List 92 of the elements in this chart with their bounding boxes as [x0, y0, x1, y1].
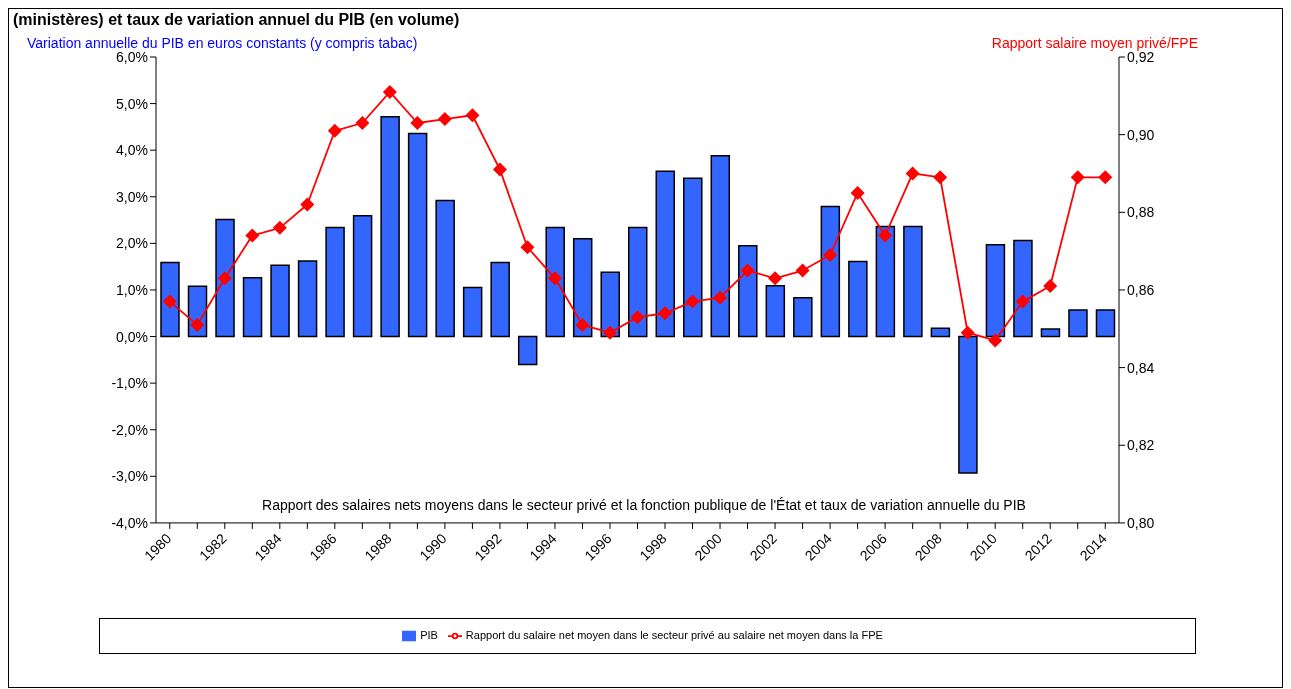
- bar: [627, 226, 648, 338]
- point: [437, 112, 452, 127]
- point: [355, 116, 370, 130]
- bar: [1068, 309, 1088, 338]
- point: [547, 271, 562, 286]
- point: [492, 162, 507, 177]
- y-tick-label: 4,0%: [116, 142, 148, 159]
- point: [878, 228, 893, 243]
- y-tick-label: 0,0%: [116, 328, 148, 345]
- point: [630, 310, 645, 325]
- bar: [848, 260, 868, 338]
- bar: [738, 244, 758, 338]
- point: [190, 317, 205, 332]
- bar: [985, 244, 1006, 338]
- y-axis-title: Variation annuelle du PIB en euros constants (y compris tabac): [27, 35, 418, 51]
- point: [162, 294, 177, 309]
- legend-label: PIB: [420, 628, 438, 641]
- y-tick-label: 2,0%: [116, 235, 148, 252]
- bar: [655, 170, 676, 338]
- y-tick-label: 5,0%: [116, 95, 148, 112]
- bar: [490, 261, 510, 338]
- bar: [903, 225, 923, 338]
- bar: [407, 132, 428, 338]
- bar: [435, 199, 455, 338]
- point: [905, 166, 920, 181]
- annotation: Rapport des salaires nets moyens dans le secteur privé et la fonction publique de l'État et taux de variation annuelle du PIB: [261, 497, 1027, 513]
- y2-tick-label: 0,88: [1127, 204, 1155, 221]
- bar: [793, 297, 813, 338]
- y-tick-label: -3,0%: [111, 468, 148, 485]
- point: [382, 84, 397, 99]
- y-tick-label: -4,0%: [111, 514, 148, 531]
- point: [217, 271, 232, 286]
- bar: [517, 335, 538, 366]
- y2-tick-label: 0,84: [1127, 359, 1155, 376]
- bar: [462, 286, 483, 338]
- y2-tick-label: 0,90: [1127, 126, 1155, 143]
- y-tick-label: 3,0%: [116, 188, 148, 205]
- point: [520, 240, 535, 255]
- point: [850, 185, 865, 200]
- bar: [958, 335, 978, 474]
- y2-axis-title: Rapport salaire moyen privé/FPE: [991, 35, 1198, 51]
- bar: [270, 264, 290, 338]
- bar: [930, 327, 951, 338]
- bar: [380, 115, 400, 338]
- point: [960, 325, 975, 340]
- point: [768, 271, 783, 286]
- point: [300, 197, 315, 212]
- point: [410, 116, 425, 130]
- point: [1070, 170, 1085, 185]
- point: [740, 263, 755, 278]
- bar: [875, 225, 896, 338]
- point: [685, 294, 700, 309]
- point: [795, 263, 810, 278]
- y2-tick-label: 0,82: [1127, 437, 1155, 454]
- bar: [1095, 309, 1116, 338]
- bar: [297, 260, 318, 338]
- y-tick-label: 6,0%: [116, 48, 148, 65]
- point: [272, 220, 287, 235]
- bar: [160, 261, 180, 338]
- y2-tick-label: 0,86: [1127, 281, 1155, 298]
- bar: [1013, 239, 1033, 338]
- point: [327, 123, 342, 138]
- bar: [1040, 328, 1061, 338]
- bar: [325, 226, 345, 338]
- point: [988, 333, 1003, 348]
- y2-tick-label: 0,80: [1127, 514, 1155, 531]
- point: [602, 325, 617, 340]
- bar: [765, 285, 786, 338]
- point: [245, 228, 260, 243]
- legend-label: Rapport du salaire net moyen dans le secteur privé au salaire net moyen dans la FPE: [465, 628, 883, 641]
- chart-title: (ministères) et taux de variation annuel du PIB (en volume): [13, 11, 460, 29]
- bar: [710, 155, 731, 338]
- bar: [215, 218, 235, 338]
- bar: [600, 271, 620, 338]
- bar: [820, 205, 841, 338]
- bar: [242, 277, 263, 338]
- point: [658, 306, 673, 321]
- point: [713, 290, 728, 305]
- bar: [352, 215, 373, 338]
- point: [575, 317, 590, 332]
- bar: [683, 177, 703, 338]
- point: [933, 170, 948, 185]
- bar: [572, 237, 593, 338]
- point: [465, 108, 480, 123]
- y-tick-label: -1,0%: [111, 375, 148, 392]
- y-tick-label: -2,0%: [111, 421, 148, 438]
- bar: [545, 226, 565, 338]
- point: [1015, 294, 1030, 309]
- point: [1043, 279, 1058, 294]
- point: [823, 248, 838, 263]
- point: [1098, 170, 1113, 185]
- y-tick-label: 1,0%: [116, 281, 148, 298]
